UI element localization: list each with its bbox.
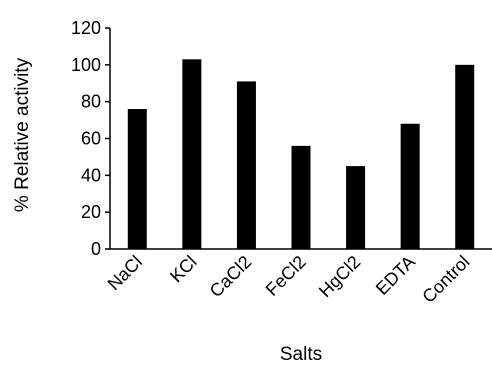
- y-tick-label: 120: [71, 18, 101, 38]
- x-tick-label: CaCl2: [206, 252, 256, 302]
- bar-nacl: [127, 109, 147, 250]
- bar-control: [455, 64, 475, 249]
- bar-hgcl2: [346, 166, 366, 249]
- bar-fecl2: [291, 145, 311, 249]
- y-tick-label: 20: [81, 202, 101, 222]
- bar-edta: [400, 123, 420, 249]
- x-axis-title: Salts: [280, 344, 322, 365]
- x-tick-labels: NaCl KCl CaCl2 FeCl2 HgCl2 EDTA Control: [104, 252, 474, 307]
- bars: [127, 59, 475, 250]
- x-tick-label: HgCl2: [315, 252, 365, 302]
- y-tick-label: 100: [71, 55, 101, 75]
- y-tick-label: 60: [81, 129, 101, 149]
- bar-kcl: [182, 59, 202, 249]
- x-tick-label: FeCl2: [262, 252, 310, 300]
- y-tick-labels: 0 20 40 60 80 100 120: [71, 18, 101, 259]
- x-tick-label: NaCl: [104, 252, 146, 294]
- x-tick-label: Control: [418, 252, 473, 307]
- y-tick-label: 0: [91, 239, 101, 259]
- x-tick-label: EDTA: [372, 252, 419, 299]
- y-tick-label: 80: [81, 92, 101, 112]
- x-tick-label: KCl: [166, 252, 201, 287]
- y-tick-label: 40: [81, 165, 101, 185]
- bar-cacl2: [236, 81, 256, 250]
- y-axis-title: % Relative activity: [12, 57, 33, 212]
